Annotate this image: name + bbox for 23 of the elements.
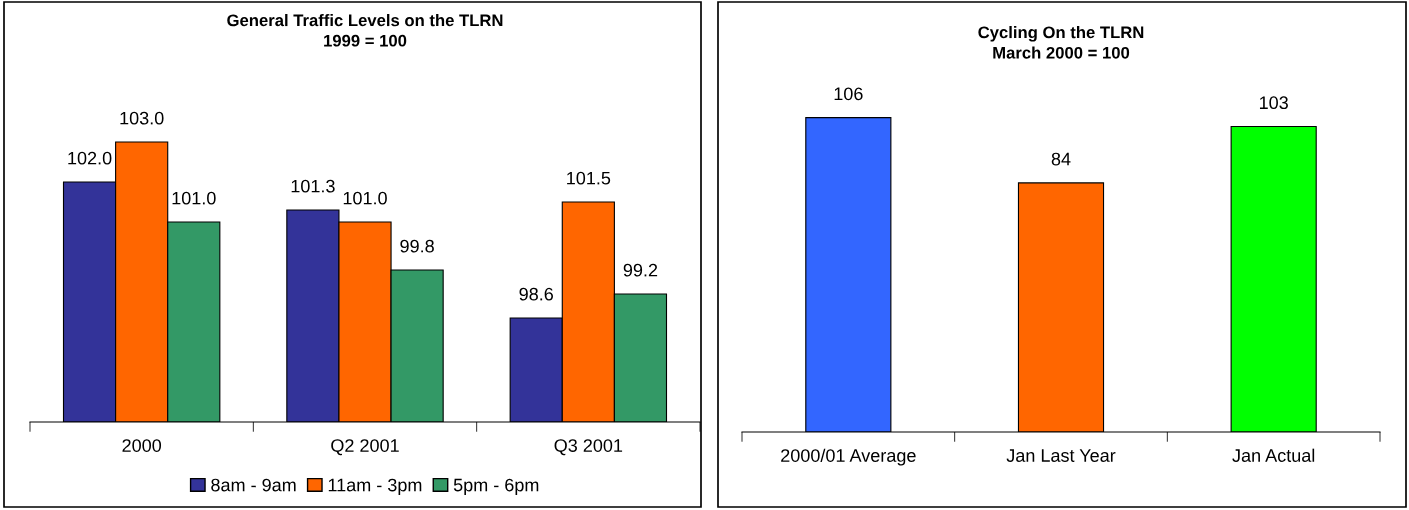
data-label: 103 bbox=[1259, 96, 1288, 110]
data-label: 102.0 bbox=[68, 151, 112, 165]
text: Cycling On the TLRN March 2000 = 100 bbox=[978, 26, 1144, 59]
data-label: 101.3 bbox=[291, 179, 335, 193]
data-label: 101.0 bbox=[343, 191, 387, 205]
data-label: 99.8 bbox=[400, 239, 434, 253]
data-label: 103.0 bbox=[120, 111, 164, 125]
x-tick-label: 2000/01 Average bbox=[781, 448, 916, 466]
legend-label: 8am - 9am bbox=[211, 478, 296, 492]
x-tick-label: Q2 2001 bbox=[331, 439, 399, 456]
x-tick-label: Jan Last Year bbox=[1006, 449, 1116, 462]
data-label: 106 bbox=[834, 87, 863, 101]
x-tick-label: Jan Actual bbox=[1232, 448, 1315, 462]
data-label: 99.2 bbox=[623, 263, 658, 277]
x-tick-label: Q3 2001 bbox=[554, 439, 623, 456]
data-label: 84 bbox=[1051, 152, 1071, 166]
x-tick-label: 2000 bbox=[122, 439, 162, 452]
data-label: 98.6 bbox=[519, 287, 553, 301]
data-label: 101.5 bbox=[567, 171, 611, 185]
text: General Traffic Levels on the TLRN 1999 = 100 bbox=[227, 14, 503, 47]
legend-label: 11am - 3pm bbox=[328, 478, 422, 495]
legend-label: 5pm - 6pm bbox=[453, 478, 539, 495]
data-label: 101.0 bbox=[172, 191, 216, 205]
